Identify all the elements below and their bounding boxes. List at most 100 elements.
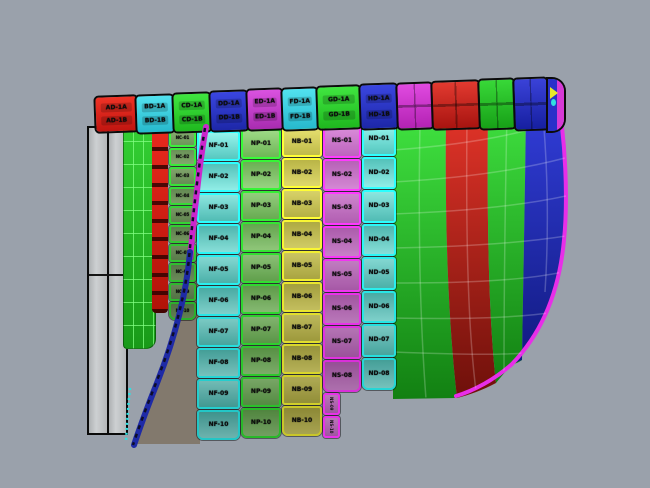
plate-panel-vertical[interactable]: NS-10 bbox=[323, 416, 340, 438]
plate-label: GD-1B bbox=[328, 110, 350, 119]
plate-panel[interactable]: NF-06 bbox=[197, 286, 240, 316]
plate-panel[interactable]: NB-02 bbox=[282, 158, 322, 188]
strake-column-teal2: ND-01 ND-02 ND-03 ND-04 ND-05 ND-06 ND-07 ND-08 bbox=[362, 123, 396, 391]
plate-label: NC-01 bbox=[175, 135, 190, 141]
plate-panel[interactable]: NS-06 bbox=[323, 292, 361, 325]
plate-panel[interactable]: NB-04 bbox=[282, 220, 322, 250]
plate-panel[interactable]: ND-07 bbox=[362, 324, 396, 357]
plate-panel[interactable]: NP-01 bbox=[241, 129, 281, 159]
deck-plate-5[interactable]: ED-1A ED-1B bbox=[247, 89, 283, 130]
plate-panel[interactable]: NS-02 bbox=[323, 158, 361, 191]
plate-label: NS-05 bbox=[331, 271, 353, 279]
bow-tip-curl[interactable] bbox=[548, 79, 564, 131]
plate-panel[interactable]: NF-02 bbox=[197, 162, 240, 192]
plate-panel[interactable]: NC-09 bbox=[169, 282, 196, 301]
plate-label: NF-03 bbox=[208, 204, 229, 211]
plate-label: ND-07 bbox=[368, 336, 390, 344]
deck-plate-11[interactable] bbox=[479, 79, 515, 129]
plate-panel[interactable]: NF-04 bbox=[197, 224, 240, 254]
deck-plate-6[interactable]: FD-1A FD-1B bbox=[282, 88, 318, 130]
plate-panel[interactable]: NS-08 bbox=[323, 359, 361, 392]
plate-panel[interactable]: NC-06 bbox=[169, 224, 196, 244]
plate-panel[interactable]: NF-05 bbox=[197, 255, 240, 285]
plate-label: NS-01 bbox=[331, 137, 353, 145]
plate-panel[interactable]: ND-02 bbox=[362, 156, 396, 189]
plate-panel[interactable]: NB-10 bbox=[282, 406, 322, 436]
plate-panel[interactable]: NF-08 bbox=[197, 348, 240, 378]
plate-panel[interactable]: NC-03 bbox=[169, 167, 196, 186]
plate-panel[interactable]: NC-02 bbox=[169, 148, 196, 167]
plate-panel[interactable]: NC-10 bbox=[169, 301, 196, 320]
deck-plate-2[interactable]: BD-1A BD-1B bbox=[136, 95, 174, 133]
plate-panel[interactable]: ND-05 bbox=[362, 257, 396, 290]
plate-panel[interactable]: NP-07 bbox=[241, 315, 281, 345]
plate-label: FD-1A bbox=[289, 97, 311, 105]
plate-label: NP-06 bbox=[250, 295, 272, 302]
plate-panel[interactable]: NB-07 bbox=[282, 313, 322, 343]
plate-panel-vertical[interactable]: NS-09 bbox=[323, 393, 340, 415]
plate-label: NF-02 bbox=[208, 173, 229, 180]
plate-panel[interactable]: NC-05 bbox=[169, 205, 196, 224]
plate-panel[interactable]: NS-07 bbox=[323, 326, 361, 359]
plate-panel[interactable]: NF-10 bbox=[197, 410, 240, 440]
plate-panel[interactable]: NB-03 bbox=[282, 189, 322, 219]
plate-panel[interactable]: NF-01 bbox=[197, 131, 240, 161]
plate-label: NP-07 bbox=[250, 326, 272, 333]
plate-panel[interactable]: NF-03 bbox=[197, 193, 240, 223]
deck-plate-label-strip: FD-1B bbox=[288, 111, 313, 122]
plate-panel[interactable]: NC-04 bbox=[169, 186, 196, 205]
plate-panel[interactable]: ND-03 bbox=[362, 190, 396, 223]
plate-label: ND-05 bbox=[368, 269, 390, 277]
plate-panel[interactable]: NC-07 bbox=[169, 244, 196, 263]
plate-panel[interactable]: NF-09 bbox=[197, 379, 240, 409]
plate-label: NC-06 bbox=[175, 231, 190, 237]
plate-panel[interactable]: ND-04 bbox=[362, 223, 396, 256]
plate-panel[interactable]: NB-06 bbox=[282, 282, 322, 312]
plate-label: NS-07 bbox=[331, 338, 353, 346]
girder-bar-right[interactable] bbox=[106, 128, 126, 433]
deck-plate-3[interactable]: CD-1A CD-1B bbox=[173, 93, 211, 132]
plate-panel[interactable]: NS-05 bbox=[323, 259, 361, 292]
plate-panel[interactable]: NP-06 bbox=[241, 284, 281, 314]
plate-panel[interactable]: NP-03 bbox=[241, 191, 281, 221]
deck-plate-label-strip: AD-1A bbox=[100, 102, 132, 113]
plate-panel[interactable]: NF-07 bbox=[197, 317, 240, 347]
deck-plate-8[interactable]: HD-1A HD-1B bbox=[360, 84, 398, 129]
plate-label: NS-08 bbox=[331, 371, 353, 379]
plate-label: BD-1A bbox=[144, 102, 166, 111]
plate-panel[interactable]: NB-09 bbox=[282, 375, 322, 405]
plate-panel[interactable]: NS-04 bbox=[323, 225, 361, 258]
plate-panel[interactable]: ND-08 bbox=[362, 357, 396, 390]
plate-panel[interactable]: NB-08 bbox=[282, 344, 322, 374]
plate-panel[interactable]: NP-05 bbox=[241, 253, 281, 283]
girder-bar-left[interactable] bbox=[89, 128, 107, 433]
deck-plate-12[interactable] bbox=[514, 78, 548, 130]
plate-panel[interactable]: NP-04 bbox=[241, 222, 281, 252]
plate-label: NS-10 bbox=[329, 420, 334, 434]
plate-label: NF-08 bbox=[208, 359, 229, 366]
deck-plate-7[interactable]: GD-1A GD-1B bbox=[317, 86, 361, 129]
deck-plate-label-strip: GD-1B bbox=[323, 110, 356, 121]
strake-column-darkgreen: NC-01 NC-02 NC-03 NC-04 NC-05 NC-06 NC-07 NC-08… bbox=[169, 129, 196, 321]
plate-panel[interactable]: NP-08 bbox=[241, 346, 281, 376]
deck-plate-9[interactable] bbox=[397, 83, 433, 129]
plate-panel[interactable]: NS-01 bbox=[323, 125, 361, 158]
plate-panel[interactable]: ND-06 bbox=[362, 290, 396, 323]
plate-panel[interactable]: NB-01 bbox=[282, 127, 322, 157]
plate-panel[interactable]: NC-01 bbox=[169, 129, 196, 148]
deck-plate-4[interactable]: DD-1A DD-1B bbox=[210, 91, 248, 131]
plate-panel[interactable]: NS-03 bbox=[323, 192, 361, 225]
deck-plate-10[interactable] bbox=[432, 81, 480, 129]
plate-panel[interactable]: NP-10 bbox=[241, 408, 281, 438]
plate-panel[interactable]: NC-08 bbox=[169, 263, 196, 282]
plate-panel[interactable]: NP-09 bbox=[241, 377, 281, 407]
plate-label: HD-1A bbox=[367, 94, 390, 102]
plate-label: NS-06 bbox=[331, 304, 353, 312]
plate-label: NB-05 bbox=[291, 262, 313, 269]
plate-panel[interactable]: NB-05 bbox=[282, 251, 322, 281]
plate-label: NC-03 bbox=[175, 173, 190, 179]
plate-label: GD-1A bbox=[327, 95, 350, 104]
plate-panel[interactable]: NP-02 bbox=[241, 160, 281, 190]
deck-plate-1[interactable]: AD-1A AD-1B bbox=[95, 96, 138, 132]
